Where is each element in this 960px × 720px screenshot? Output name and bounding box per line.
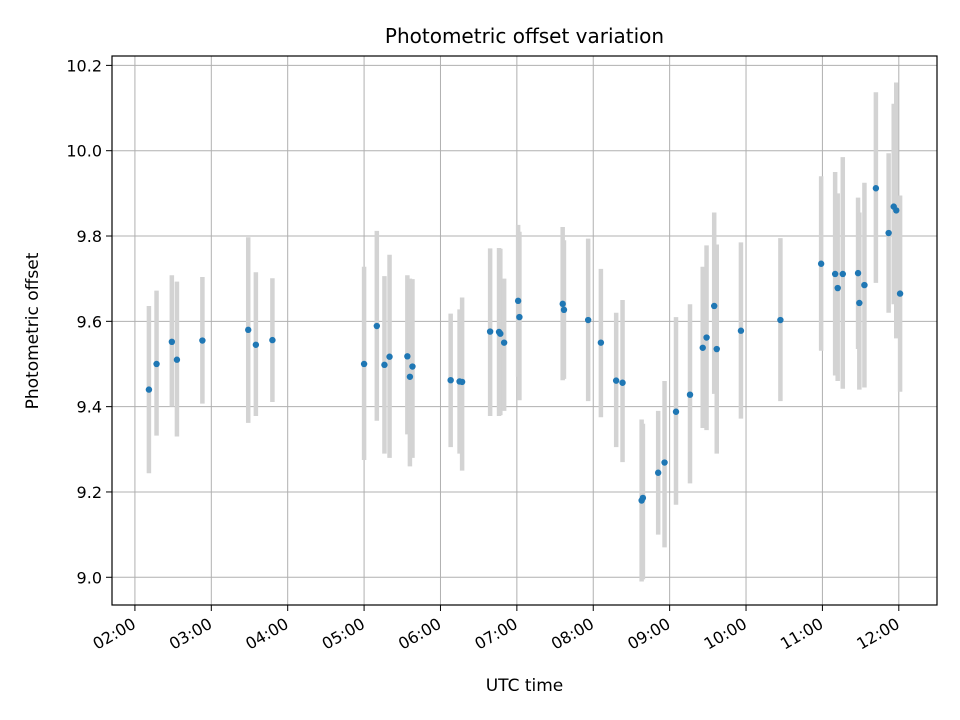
x-tick-label: 10:00 bbox=[701, 614, 750, 654]
y-tick-label: 9.2 bbox=[77, 483, 102, 502]
data-point bbox=[458, 378, 466, 386]
data-point bbox=[703, 334, 710, 341]
y-tick-label: 9.6 bbox=[77, 312, 102, 331]
x-tick-label: 08:00 bbox=[548, 614, 597, 654]
data-point bbox=[153, 360, 160, 368]
data-point bbox=[404, 353, 411, 360]
data-point bbox=[514, 297, 522, 305]
data-point bbox=[597, 339, 605, 346]
x-tick-label: 05:00 bbox=[319, 614, 368, 654]
data-point bbox=[672, 408, 680, 415]
x-tick-label: 11:00 bbox=[777, 614, 826, 654]
data-point bbox=[612, 377, 620, 384]
data-point bbox=[168, 338, 176, 346]
plot-frame bbox=[111, 55, 938, 606]
data-points bbox=[145, 185, 904, 504]
y-tick-label: 10.0 bbox=[66, 142, 102, 161]
y-axis-title: Photometric offset bbox=[23, 252, 43, 409]
x-tick-label: 04:00 bbox=[242, 614, 291, 654]
data-point bbox=[269, 336, 276, 344]
data-point bbox=[447, 376, 454, 384]
data-point bbox=[896, 290, 904, 297]
x-tick-label: 09:00 bbox=[624, 614, 673, 654]
data-point bbox=[245, 326, 252, 334]
data-point bbox=[360, 360, 368, 368]
data-point bbox=[619, 379, 626, 386]
data-point bbox=[831, 270, 839, 278]
data-point bbox=[559, 300, 566, 308]
data-point bbox=[386, 353, 393, 360]
data-point bbox=[834, 284, 841, 292]
data-point bbox=[872, 185, 880, 192]
y-tick-label: 9.4 bbox=[77, 398, 102, 417]
grid bbox=[112, 56, 937, 605]
data-point bbox=[252, 341, 260, 348]
x-tick-label: 07:00 bbox=[471, 614, 520, 654]
x-tick-label: 03:00 bbox=[166, 614, 215, 654]
data-point bbox=[710, 302, 718, 310]
data-point bbox=[560, 306, 568, 314]
data-point bbox=[381, 361, 388, 369]
y-tick-label: 9.8 bbox=[77, 227, 102, 246]
data-point bbox=[839, 270, 846, 278]
y-tick-label: 10.2 bbox=[66, 56, 102, 75]
chart-title: Photometric offset variation bbox=[385, 24, 664, 48]
data-point bbox=[713, 345, 720, 353]
data-point bbox=[817, 260, 825, 267]
data-point bbox=[854, 269, 862, 277]
data-point bbox=[686, 391, 694, 398]
x-axis: 02:00 03:00 04:00 05:00 06:00 07:00 08:00 09:00… bbox=[89, 605, 903, 654]
data-point bbox=[893, 207, 900, 214]
data-point bbox=[173, 356, 181, 363]
x-axis-title: UTC time bbox=[486, 676, 564, 696]
data-point bbox=[777, 316, 784, 324]
data-point bbox=[199, 337, 206, 344]
data-point bbox=[145, 386, 153, 393]
data-point bbox=[409, 363, 416, 370]
data-point bbox=[500, 339, 508, 346]
data-point bbox=[885, 229, 892, 237]
data-point bbox=[639, 494, 647, 502]
data-point bbox=[584, 316, 592, 324]
data-point bbox=[661, 459, 668, 466]
data-point bbox=[373, 322, 381, 330]
data-point bbox=[516, 313, 523, 321]
x-tick-label: 12:00 bbox=[853, 614, 902, 654]
data-point bbox=[654, 469, 662, 476]
y-tick-label: 9.0 bbox=[77, 568, 102, 587]
data-point bbox=[699, 344, 706, 351]
y-axis: 9.0 9.2 9.4 9.6 9.8 10.0 10.2 bbox=[66, 56, 112, 587]
error-bars bbox=[146, 82, 903, 582]
x-tick-label: 06:00 bbox=[395, 614, 444, 654]
data-point bbox=[861, 281, 868, 289]
data-point bbox=[486, 328, 494, 335]
data-point bbox=[406, 373, 414, 380]
x-tick-label: 02:00 bbox=[89, 614, 138, 654]
data-point bbox=[856, 299, 863, 307]
data-point bbox=[737, 327, 745, 334]
data-point bbox=[497, 330, 504, 337]
